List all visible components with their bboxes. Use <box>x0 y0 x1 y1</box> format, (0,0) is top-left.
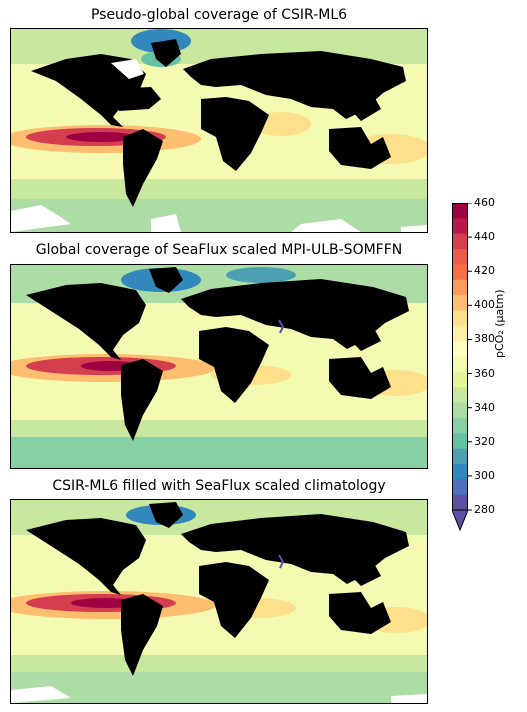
colorbar-tick-label: 280 <box>474 504 495 516</box>
colorbar-bin <box>452 280 468 296</box>
map-svg-1 <box>11 29 427 232</box>
colorbar-bin <box>452 418 468 434</box>
map-panel-1 <box>10 28 428 233</box>
colorbar-bin <box>452 372 468 388</box>
colorbar-bin <box>452 479 468 495</box>
colorbar-tick-label: 400 <box>474 299 495 311</box>
colorbar-bin <box>452 234 468 250</box>
colorbar-tick-label: 420 <box>474 265 495 277</box>
colorbar-label: pCO₂ (µatm) <box>493 289 506 358</box>
colorbar-bin <box>452 218 468 234</box>
colorbar-tick-label: 340 <box>474 402 495 414</box>
colorbar-bin <box>452 326 468 342</box>
colorbar-tick-label: 440 <box>474 231 495 243</box>
map-panel-2 <box>10 264 428 469</box>
colorbar-bin <box>452 495 468 511</box>
colorbar-bin <box>452 464 468 480</box>
colorbar-bin <box>452 449 468 465</box>
colorbar-bin <box>452 387 468 403</box>
colorbar-tick-label: 360 <box>474 368 495 380</box>
colorbar-bin <box>452 264 468 280</box>
colorbar-bin <box>452 295 468 311</box>
colorbar-tick-label: 460 <box>474 197 495 209</box>
colorbar-bin <box>452 403 468 419</box>
colorbar-tick-label: 320 <box>474 436 495 448</box>
colorbar-bin <box>452 310 468 326</box>
colorbar-tick-label: 380 <box>474 333 495 345</box>
colorbar: 460 440 420 400 380 360 340 320 300 280 pCO₂ (µat… <box>452 203 527 533</box>
colorbar-bin <box>452 357 468 373</box>
colorbar-bin <box>452 203 468 219</box>
colorbar-tick-label: 300 <box>474 470 495 482</box>
map-svg-3 <box>11 500 427 703</box>
map-svg-2 <box>11 265 427 468</box>
colorbar-bin <box>452 249 468 265</box>
panel-title-2: Global coverage of SeaFlux scaled MPI-UL… <box>10 242 428 258</box>
panel-title-3: CSIR-ML6 filled with SeaFlux scaled clim… <box>10 478 428 494</box>
colorbar-gradient <box>452 203 476 533</box>
colorbar-extension <box>452 510 468 530</box>
panel-title-1: Pseudo-global coverage of CSIR-ML6 <box>10 7 428 23</box>
map-panel-3 <box>10 499 428 704</box>
colorbar-bin <box>452 341 468 357</box>
colorbar-bin <box>452 433 468 449</box>
